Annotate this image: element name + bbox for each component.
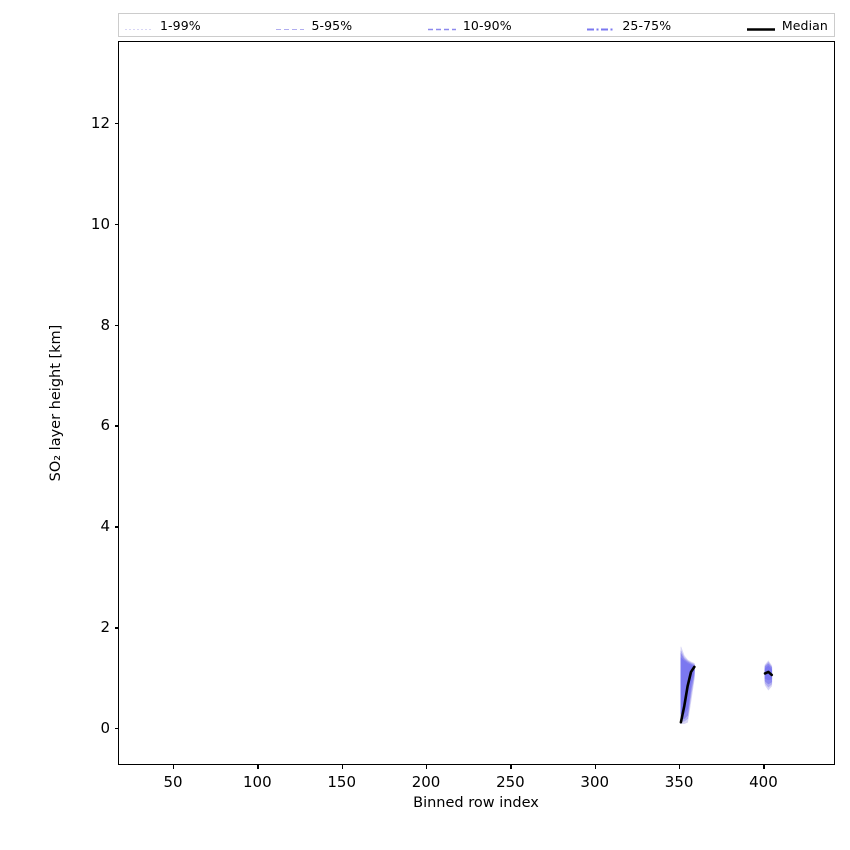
chart-legend: 1-99% 5-95% 10-90% 25-75% Median [118,13,835,37]
legend-entry-median: Median [746,17,828,33]
legend-label: 25-75% [622,17,672,33]
band-25-75 [764,665,773,681]
legend-entry-10-90: 10-90% [427,17,512,33]
legend-entry-1-99: 1-99% [125,18,201,33]
y-axis-tick-mark [114,223,119,225]
legend-line-icon [427,20,456,31]
plot-surface [119,42,834,764]
legend-line-icon [746,20,775,31]
y-axis-tick-mark [114,425,119,427]
band-10-90 [680,652,695,720]
y-axis-tick-mark [114,627,119,629]
x-axis-tick-mark [594,764,597,769]
band-5-95 [764,661,773,688]
x-axis-tick-label: 400 [749,773,778,791]
band-25-75 [680,657,695,714]
legend-label: 10-90% [462,17,512,33]
x-axis-tick-mark [679,764,681,769]
legend-label: 5-95% [311,17,353,33]
y-axis-tick-label: 0 [100,719,110,738]
band-1-99 [680,646,695,725]
y-axis-tick-label: 10 [90,214,110,233]
x-axis-tick-label: 250 [496,773,525,791]
plot-axes: 0 2 4 6 8 10 12 50 100 150 200 250 300 350 400 [91,41,835,791]
legend-entry-5-95: 5-95% [276,18,352,33]
x-axis-tick-mark [510,764,512,769]
band-10-90 [764,663,773,685]
x-axis-label: Binned row index [413,795,539,811]
y-axis-tick-label: 8 [100,315,110,334]
x-axis-tick-label: 150 [327,773,357,791]
x-axis-tick-mark [257,764,259,769]
x-axis-tick-label: 300 [580,773,610,791]
x-axis-tick-label: 100 [243,773,272,791]
y-axis-tick-label: 2 [100,618,110,637]
y-axis-tick-mark [114,122,119,125]
y-axis-tick-label: 4 [100,517,110,536]
y-axis-tick-label: 6 [100,416,110,435]
x-axis-tick-mark [426,764,428,769]
legend-label: Median [781,17,828,33]
median-line [679,665,696,724]
x-axis-tick-mark [763,764,765,769]
y-axis-label: SO₂ layer height [km] [48,324,64,482]
x-axis-tick-label: 50 [163,773,183,791]
data-series-layer [679,646,774,725]
x-axis-tick-label: 350 [664,773,694,791]
median-line [763,670,774,677]
y-axis-tick-label: 12 [90,113,110,132]
legend-line-icon [125,20,153,31]
legend-line-icon [587,20,616,31]
x-axis-tick-label: 200 [411,773,441,791]
band-5-95 [680,650,695,722]
x-axis-tick-mark [172,764,175,769]
x-axis-tick-mark [341,764,343,769]
band-1-99 [764,660,773,691]
legend-entry-25-75: 25-75% [587,18,671,33]
y-axis-tick-mark [114,324,119,326]
legend-line-icon [276,20,305,31]
legend-label: 1-99% [160,17,201,33]
y-axis-tick-mark [114,728,119,730]
y-axis-tick-mark [114,526,119,528]
